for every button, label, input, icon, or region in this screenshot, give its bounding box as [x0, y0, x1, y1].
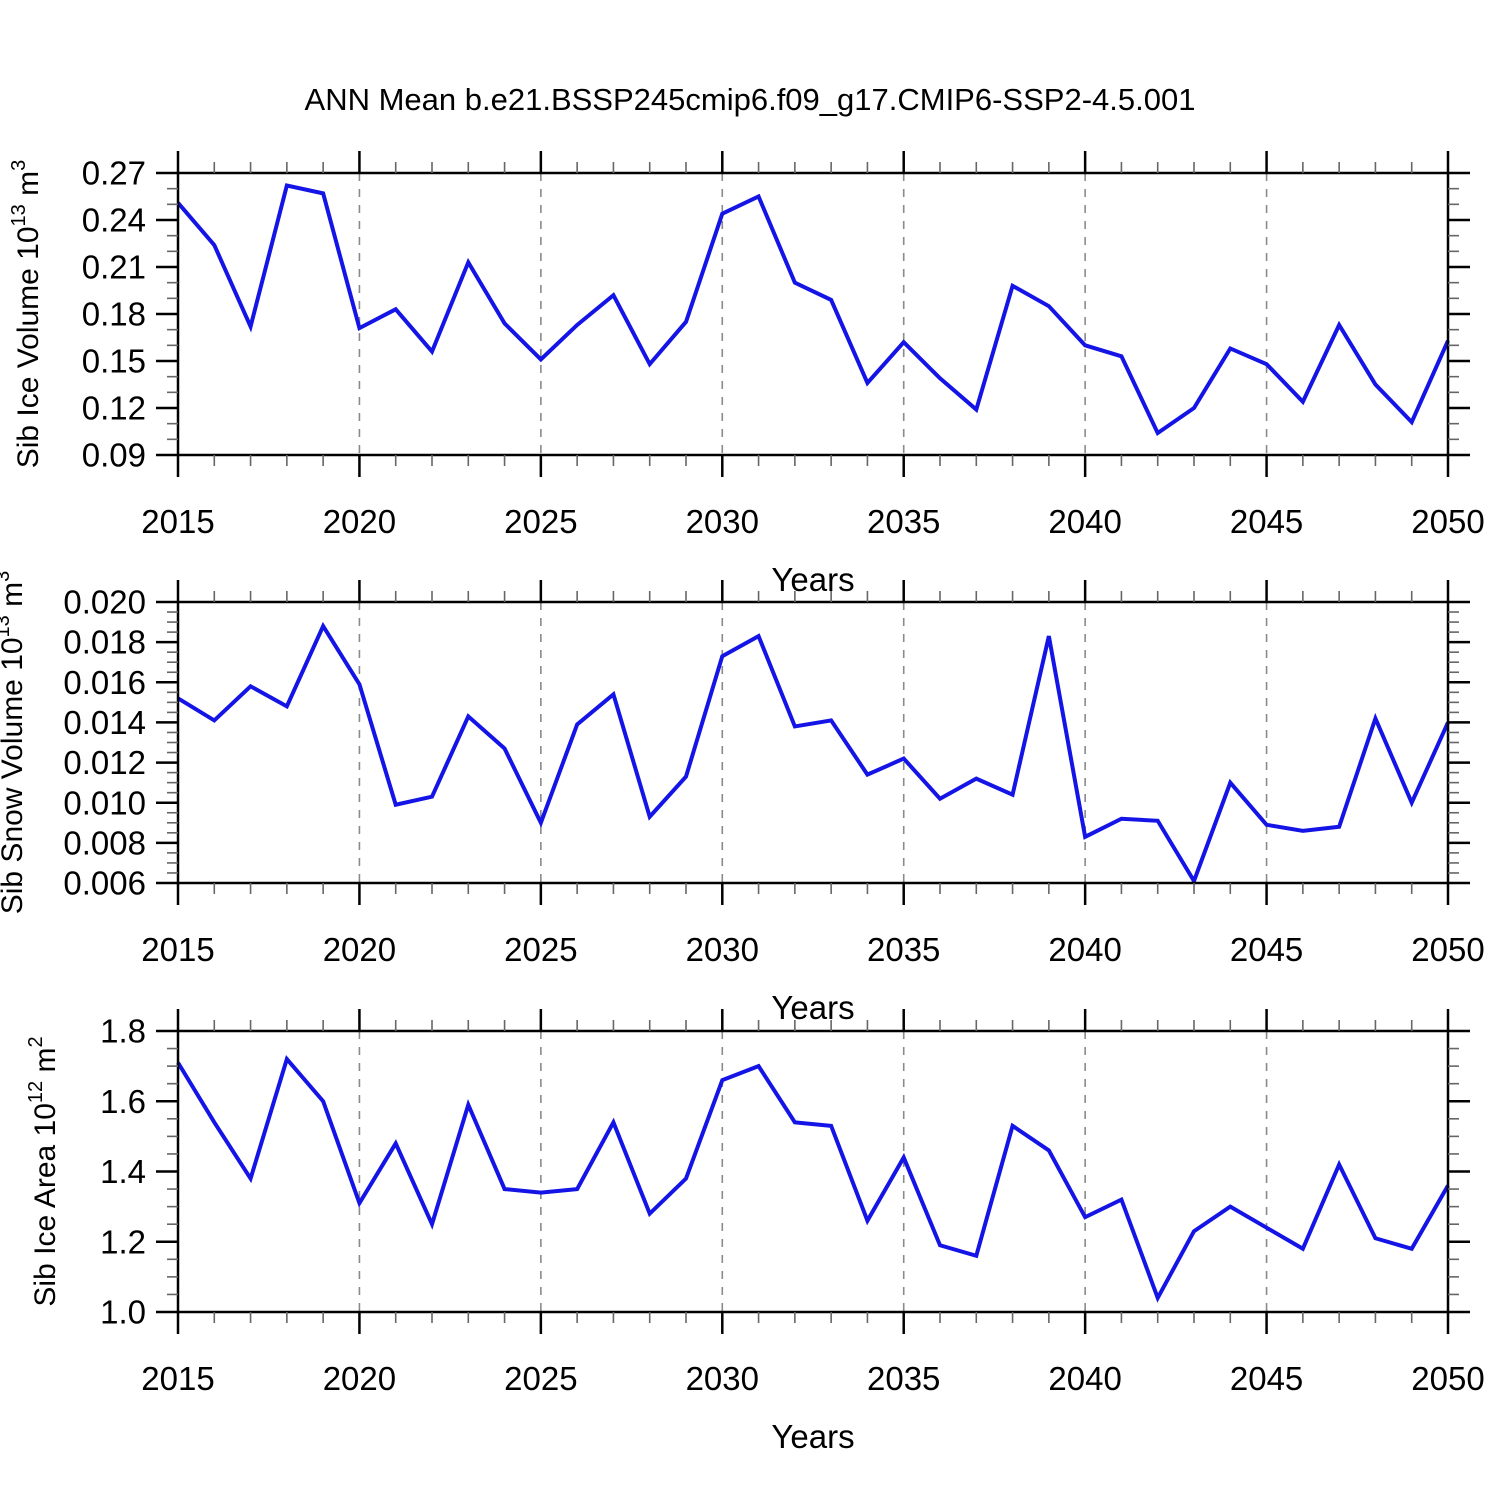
y-tick-label: 1.0	[100, 1294, 146, 1331]
y-axis-title-sib-ice-area: Sib Ice Area 1012​ m2​	[25, 1036, 62, 1306]
x-tick-label: 2030	[686, 931, 759, 968]
data-line-sib-snow-volume	[176, 621, 1450, 886]
y-tick-label: 0.15	[82, 343, 146, 380]
y-tick-label: 0.008	[63, 824, 146, 861]
y-tick-label: 0.018	[63, 624, 146, 661]
x-tick-label: 2015	[141, 1360, 214, 1397]
x-tick-label: 2015	[141, 503, 214, 540]
y-tick-label: 1.2	[100, 1223, 146, 1260]
x-tick-label: 2025	[504, 503, 577, 540]
x-tick-label: 2045	[1230, 503, 1303, 540]
x-tick-label: 2020	[323, 931, 396, 968]
x-tick-label: 2035	[867, 931, 940, 968]
frame-sib-ice-volume	[176, 171, 1450, 457]
x-tick-label: 2015	[141, 931, 214, 968]
y-tick-label: 0.012	[63, 744, 146, 781]
y-tick-label: 1.4	[100, 1153, 146, 1190]
x-tick-label: 2025	[504, 931, 577, 968]
y-tick-label: 0.09	[82, 437, 146, 474]
x-tick-label: 2030	[686, 503, 759, 540]
y-axis-title-sib-snow-volume: Sib Snow Volume 1013​ m3​	[0, 571, 29, 915]
y-tick-label: 0.18	[82, 296, 146, 333]
y-axis-title-sib-ice-volume: Sib Ice Volume 1013​ m3​	[8, 160, 45, 469]
data-line-sib-ice-volume	[176, 183, 1450, 437]
x-tick-label: 2050	[1411, 503, 1484, 540]
y-tick-label: 0.014	[63, 704, 146, 741]
x-tick-label: 2040	[1048, 1360, 1121, 1397]
x-tick-label: 2030	[686, 1360, 759, 1397]
x-tick-label: 2045	[1230, 931, 1303, 968]
x-tick-label: 2050	[1411, 931, 1484, 968]
x-tick-label: 2045	[1230, 1360, 1303, 1397]
x-tick-label: 2035	[867, 503, 940, 540]
y-tick-label: 0.020	[63, 584, 146, 621]
y-tick-label: 0.27	[82, 155, 146, 192]
y-tick-label: 1.6	[100, 1083, 146, 1120]
frame-sib-snow-volume	[176, 600, 1450, 885]
frame-sib-ice-area	[176, 1029, 1450, 1314]
y-tick-label: 0.24	[82, 202, 146, 239]
y-tick-label: 0.016	[63, 664, 146, 701]
data-line-sib-ice-area	[176, 1055, 1450, 1303]
y-tick-label: 0.21	[82, 249, 146, 286]
x-axis-title: Years	[771, 1418, 854, 1455]
x-tick-label: 2050	[1411, 1360, 1484, 1397]
y-tick-label: 0.006	[63, 865, 146, 902]
y-tick-label: 0.12	[82, 390, 146, 427]
x-tick-label: 2035	[867, 1360, 940, 1397]
x-axis-title: Years	[771, 561, 854, 598]
x-tick-label: 2020	[323, 503, 396, 540]
x-tick-label: 2040	[1048, 931, 1121, 968]
x-tick-label: 2020	[323, 1360, 396, 1397]
x-tick-label: 2040	[1048, 503, 1121, 540]
x-axis-title: Years	[771, 989, 854, 1026]
chart-title: ANN Mean b.e21.BSSP245cmip6.f09_g17.CMIP…	[304, 82, 1196, 117]
x-tick-label: 2025	[504, 1360, 577, 1397]
y-tick-label: 0.010	[63, 784, 146, 821]
y-tick-label: 1.8	[100, 1013, 146, 1050]
